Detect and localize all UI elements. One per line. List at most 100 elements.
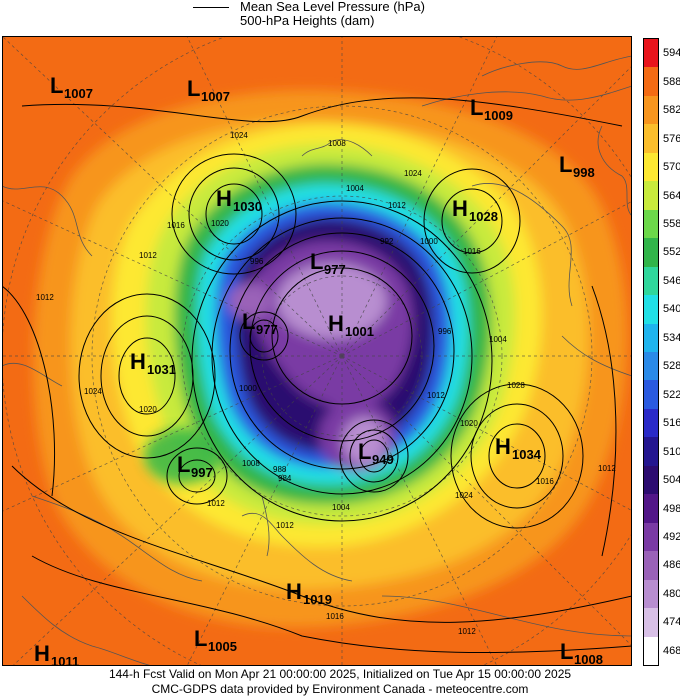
low-pressure-center: L 1005 bbox=[194, 626, 237, 654]
pressure-center-value: 1009 bbox=[484, 108, 513, 123]
isobar-label: 1016 bbox=[536, 477, 554, 486]
low-pressure-center: L 1007 bbox=[187, 76, 230, 104]
graticule bbox=[2, 36, 632, 666]
high-pressure-center: H 1028 bbox=[452, 196, 498, 224]
pressure-center-value: 1011 bbox=[51, 654, 79, 666]
colorbar-tick-label: 552 bbox=[663, 246, 680, 259]
colorbar-segment bbox=[644, 295, 658, 325]
pressure-center-letter: L bbox=[560, 639, 573, 664]
isobar-label: 1016 bbox=[463, 247, 481, 256]
isobar-label: 1012 bbox=[388, 201, 406, 210]
colorbar-segment bbox=[644, 124, 658, 154]
colorbar-segment bbox=[644, 238, 658, 268]
colorbar-tick-label: 528 bbox=[663, 360, 680, 373]
pressure-center-letter: L bbox=[358, 439, 371, 464]
high-pressure-center: H 1031 bbox=[130, 349, 176, 377]
isobar-labels: 1024 1020 1016 1012 1012 1024 1020 1008 1004 1012… bbox=[36, 131, 616, 636]
low-pressure-center: L 998 bbox=[559, 152, 595, 180]
colorbar-segment bbox=[644, 209, 658, 239]
pressure-center-value: 1028 bbox=[469, 209, 498, 224]
colorbar-tick-label: 468 bbox=[663, 644, 680, 657]
isobar-label: 1024 bbox=[84, 387, 102, 396]
pressure-center-letter: H bbox=[495, 434, 511, 459]
pressure-center-letter: L bbox=[177, 452, 190, 477]
pressure-center-letter: H bbox=[328, 311, 344, 336]
pressure-center-letter: L bbox=[194, 626, 207, 651]
colorbar-tick-label: 516 bbox=[663, 417, 680, 430]
colorbar-tick-label: 492 bbox=[663, 530, 680, 543]
pressure-center-letter: L bbox=[310, 249, 323, 274]
low-pressure-center: L 1008 bbox=[560, 639, 603, 666]
pressure-center-letter: H bbox=[34, 641, 50, 666]
colorbar-segment bbox=[644, 181, 658, 211]
colorbar-segment bbox=[644, 266, 658, 296]
colorbar-segment bbox=[644, 408, 658, 438]
isobar-label: 1000 bbox=[420, 237, 438, 246]
pressure-center-letter: H bbox=[216, 186, 232, 211]
isobar-label: 1012 bbox=[458, 627, 476, 636]
isobar-label: 1012 bbox=[427, 391, 445, 400]
colorbar-tick-label: 510 bbox=[663, 445, 680, 458]
high-pressure-center: H 1034 bbox=[495, 434, 542, 462]
isobar-label: 988 bbox=[273, 465, 287, 474]
isobar-label: 1004 bbox=[489, 335, 507, 344]
colorbar-tick-label: 504 bbox=[663, 474, 680, 487]
colorbar-tick-label: 582 bbox=[663, 104, 680, 117]
low-pressure-center: L 949 bbox=[358, 439, 394, 467]
isobar-label: 996 bbox=[438, 327, 452, 336]
pressure-center-value: 1019 bbox=[303, 592, 332, 607]
colorbar-segment bbox=[644, 608, 658, 638]
isobar-label: 984 bbox=[278, 474, 292, 483]
isobar-label: 1020 bbox=[139, 405, 157, 414]
high-pressure-center: H 1019 bbox=[286, 579, 332, 607]
pressure-center-value: 1001 bbox=[345, 324, 374, 339]
colorbar-segment bbox=[644, 636, 658, 666]
isobar-label: 1004 bbox=[346, 184, 364, 193]
colorbar-segment bbox=[644, 39, 658, 68]
pressure-center-value: 1030 bbox=[233, 199, 262, 214]
colorbar-segment bbox=[644, 352, 658, 381]
isobar-label: 1016 bbox=[326, 612, 344, 621]
pressure-center-value: 1008 bbox=[574, 652, 603, 666]
heights-legend-label: 500-hPa Heights (dam) bbox=[240, 13, 375, 28]
colorbar-tick-label: 540 bbox=[663, 303, 680, 316]
isobar-legend-line bbox=[193, 7, 229, 8]
pressure-center-letter: L bbox=[50, 73, 63, 98]
colorbar-segment bbox=[644, 494, 658, 524]
colorbar-tick-label: 570 bbox=[663, 161, 680, 174]
pressure-center-letter: L bbox=[470, 95, 483, 120]
colorbar-segment bbox=[644, 67, 658, 97]
colorbar-tick-label: 534 bbox=[663, 331, 680, 344]
forecast-valid-text: 144-h Fcst Valid on Mon Apr 21 00:00:00 … bbox=[108, 667, 572, 681]
pressure-center-value: 1007 bbox=[201, 89, 230, 104]
isobar-label: 1000 bbox=[239, 384, 257, 393]
low-pressure-center: L 977 bbox=[310, 249, 346, 277]
high-pressure-center: H 1011 bbox=[34, 641, 79, 666]
isobar-label: 1024 bbox=[455, 491, 473, 500]
low-pressure-center: L 1009 bbox=[470, 95, 513, 123]
isobar-label: 996 bbox=[250, 257, 264, 266]
coastlines bbox=[2, 55, 632, 666]
isobar-label: 1012 bbox=[36, 293, 54, 302]
pressure-center-letter: H bbox=[452, 196, 468, 221]
colorbar-tick-label: 480 bbox=[663, 587, 680, 600]
pressure-center-letter: L bbox=[559, 152, 572, 177]
pressure-center-value: 998 bbox=[573, 165, 595, 180]
isobar-label: 1028 bbox=[507, 381, 525, 390]
map-footer: 144-h Fcst Valid on Mon Apr 21 00:00:00 … bbox=[0, 667, 680, 697]
colorbar-segment bbox=[644, 437, 658, 467]
colorbar-segment bbox=[644, 95, 658, 125]
pressure-center-value: 977 bbox=[256, 322, 278, 337]
colorbar-tick-label: 486 bbox=[663, 559, 680, 572]
high-pressure-center: H 1001 bbox=[328, 311, 374, 339]
colorbar-segment bbox=[644, 152, 658, 182]
colorbar-tick-label: 576 bbox=[663, 132, 680, 145]
colorbar-tick-label: 546 bbox=[663, 274, 680, 287]
pressure-center-value: 977 bbox=[324, 262, 346, 277]
map-frame bbox=[2, 36, 632, 666]
pressure-center-value: 1007 bbox=[64, 86, 93, 101]
isobar-label: 1024 bbox=[404, 169, 422, 178]
isobar-label: 1004 bbox=[332, 503, 350, 512]
pressure-center-letter: H bbox=[286, 579, 302, 604]
